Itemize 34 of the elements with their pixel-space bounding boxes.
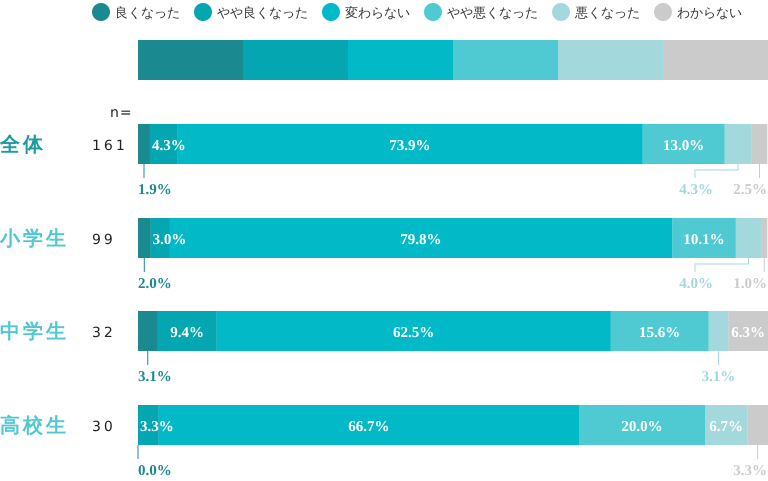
y-tick-label: 全体	[0, 134, 46, 156]
data-label: 3.1%	[702, 369, 736, 385]
text: 32	[92, 325, 116, 341]
annotation: 0.0%	[138, 463, 172, 479]
data-label: 2.0%	[138, 276, 172, 292]
data-label: 3.3%	[140, 419, 174, 435]
data-label: 66.7%	[348, 419, 390, 435]
data-label: 3.0%	[152, 232, 186, 248]
text: 99	[92, 232, 116, 248]
data-label: 79.8%	[400, 232, 442, 248]
legend-label: 悪くなった	[574, 6, 640, 21]
data-label: 4.0%	[679, 276, 713, 292]
text: 30	[92, 419, 116, 435]
legend-label: やや良くなった	[217, 6, 308, 21]
data-label: 4.3%	[152, 138, 186, 154]
legend-label: 変わらない	[345, 5, 410, 21]
data-label: 1.9%	[138, 182, 172, 198]
data-label: 3.1%	[138, 369, 172, 385]
text: 161	[92, 138, 128, 154]
data-label: 10.1%	[683, 232, 725, 248]
legend-label: やや悪くなった	[447, 6, 538, 21]
text: n=	[110, 105, 133, 121]
legend-label: 良くなった	[115, 6, 180, 21]
data-label: 4.3%	[679, 182, 713, 198]
data-label: 15.6%	[639, 325, 680, 341]
data-label: 73.9%	[389, 138, 430, 154]
legend-label: わからない	[677, 6, 742, 21]
data-label: 6.7%	[709, 419, 743, 435]
data-label: 20.0%	[621, 419, 663, 435]
y-tick-label: 中学生	[0, 321, 69, 343]
y-tick-label: 高校生	[0, 414, 69, 437]
data-label: 13.0%	[662, 138, 704, 154]
data-label: 9.4%	[170, 325, 204, 341]
data-label: 62.5%	[393, 325, 434, 341]
